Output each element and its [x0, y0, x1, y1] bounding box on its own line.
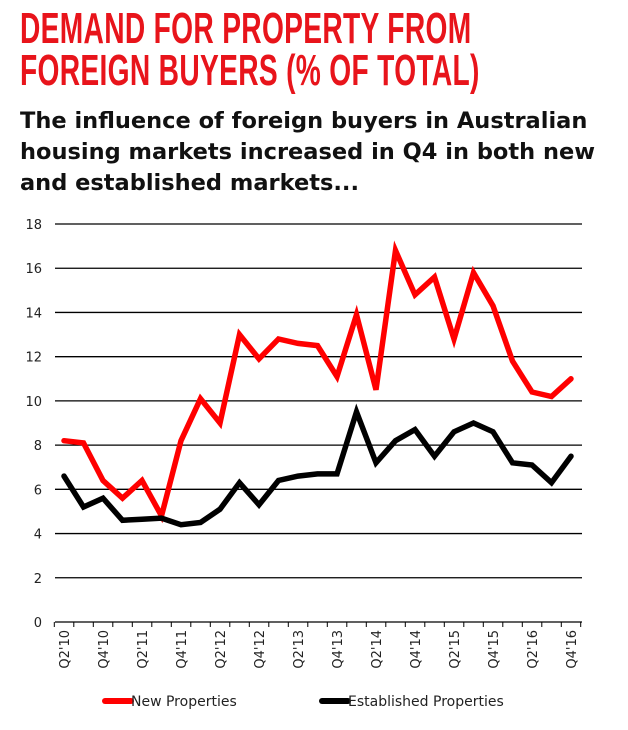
x-tick-label: Q2'10	[58, 630, 73, 669]
legend-label: New Properties	[131, 694, 237, 710]
x-tick-label: Q2'14	[370, 630, 385, 669]
y-tick-label: 16	[25, 262, 42, 277]
y-tick-label: 4	[34, 528, 42, 543]
series-line-new-properties	[61, 240, 574, 524]
x-tick-label: Q2'11	[136, 630, 151, 669]
x-tick-label: Q2'15	[448, 630, 463, 669]
chart-title: DEMAND FOR PROPERTY FROM FOREIGN BUYERS …	[20, 4, 480, 95]
x-tick-label: Q4'16	[565, 630, 580, 669]
x-tick-label: Q4'14	[409, 630, 424, 669]
legend-label: Established Properties	[348, 694, 504, 710]
x-tick-label: Q4'10	[97, 630, 112, 669]
x-tick-label: Q2'16	[526, 630, 541, 669]
y-tick-label: 6	[34, 483, 42, 498]
x-tick-label: Q2'13	[292, 630, 307, 669]
y-tick-label: 14	[25, 306, 42, 321]
x-tick-label: Q4'13	[331, 630, 346, 669]
x-tick-label: Q4'15	[487, 630, 502, 669]
x-tick-label: Q4'11	[175, 630, 190, 669]
y-tick-label: 0	[34, 616, 42, 631]
y-tick-label: 2	[34, 572, 42, 587]
chart-subtitle: The influence of foreign buyers in Austr…	[20, 108, 596, 196]
y-tick-label: 8	[34, 439, 42, 454]
y-tick-label: 18	[25, 218, 42, 233]
series-line-established-properties	[61, 403, 574, 528]
y-tick-label: 12	[25, 351, 42, 366]
x-tick-label: Q2'12	[214, 630, 229, 669]
y-tick-label: 10	[25, 395, 42, 410]
x-tick-label: Q4'12	[253, 630, 268, 669]
